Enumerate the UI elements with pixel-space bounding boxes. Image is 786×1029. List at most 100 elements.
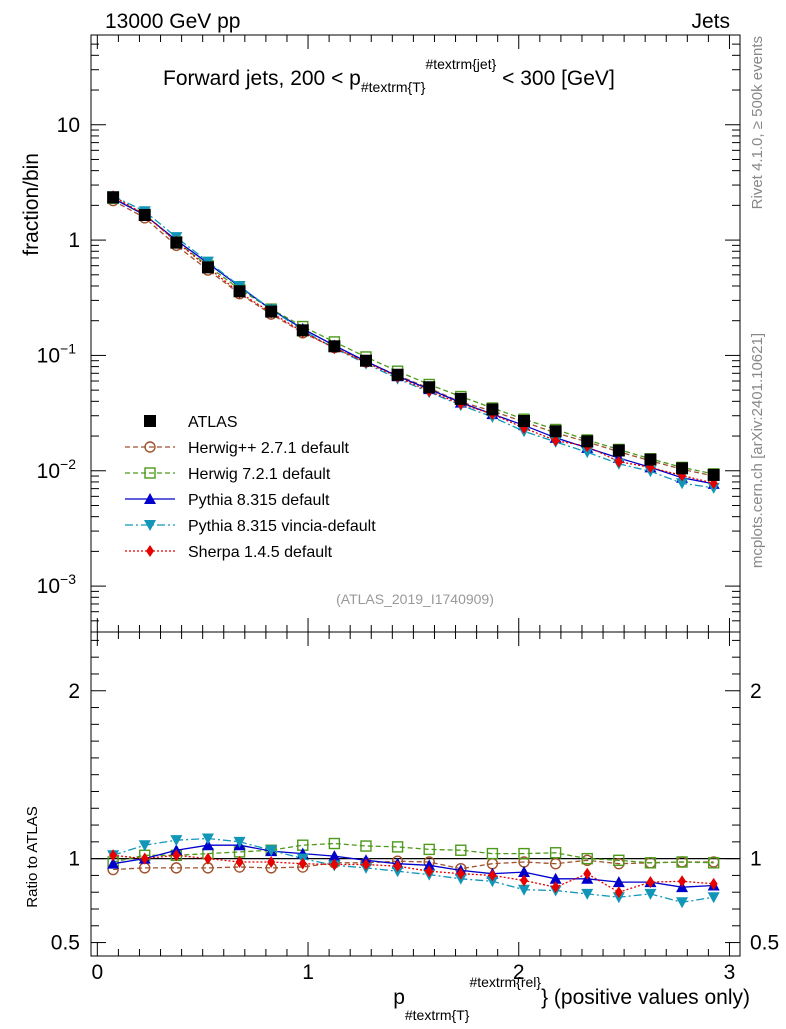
marker-triangle-down xyxy=(518,884,531,896)
series-herwigpp xyxy=(107,194,720,482)
marker-triangle-down xyxy=(201,833,214,845)
legend-entry-pythia: Pythia 8.315 default xyxy=(125,492,330,509)
main-title-sup: #textrm{jet} xyxy=(425,56,496,72)
marker-triangle-down xyxy=(707,892,720,904)
marker-square xyxy=(107,191,120,204)
legend: ATLAS Herwig++ 2.7.1 default Herwig 7.2.1 … xyxy=(125,414,376,561)
marker-open-square xyxy=(707,857,720,869)
marker-diamond xyxy=(520,874,529,887)
marker-open-square xyxy=(549,847,562,859)
y-tick-label: 10−2 xyxy=(37,456,77,483)
marker-open-square xyxy=(518,847,530,860)
marker-open-square xyxy=(144,467,156,479)
marker-square xyxy=(612,444,625,457)
y-tick-label: 10 xyxy=(57,114,80,137)
ratio-panel-ticks: 0.5 0.5 1 1 2 2 0 1 2 3 xyxy=(51,632,779,984)
x-tick-label: 0 xyxy=(91,961,103,984)
marker-diamond xyxy=(361,858,370,871)
ratio-line-vincia xyxy=(112,837,714,903)
marker-triangle-down xyxy=(138,840,151,852)
ratio-y-tick-label: 0.5 xyxy=(51,932,80,955)
marker-square xyxy=(144,415,156,427)
marker-diamond xyxy=(172,849,181,862)
marker-diamond xyxy=(456,867,465,880)
main-panel-frame xyxy=(90,34,741,633)
marker-triangle-down xyxy=(233,836,246,848)
marker-square xyxy=(265,305,278,318)
ratio-panel-frame xyxy=(90,631,741,957)
marker-diamond xyxy=(646,876,655,889)
main-title-pre: Forward jets, 200 < p xyxy=(163,67,361,90)
series-line-vincia xyxy=(112,195,714,489)
x-label-sup: #textrm{rel} xyxy=(469,974,541,990)
marker-square xyxy=(170,236,183,249)
marker-open-square xyxy=(391,841,404,853)
x-label-pre: p xyxy=(393,986,405,1009)
marker-triangle-up xyxy=(328,850,341,862)
marker-open-square xyxy=(423,843,435,856)
legend-entry-herwigpp: Herwig++ 2.7.1 default xyxy=(125,440,350,457)
ratio-ylabel: Ratio to ATLAS xyxy=(24,806,41,907)
marker-triangle-up xyxy=(518,866,531,878)
ratio-line-pythia xyxy=(112,844,714,888)
marker-diamond xyxy=(551,434,560,447)
marker-square xyxy=(296,324,309,337)
marker-diamond xyxy=(298,857,307,870)
main-title-post: < 300 [GeV] xyxy=(496,67,615,90)
mcplots-label: mcplots.cern.ch [arXiv:2401.10621] xyxy=(749,333,766,568)
ratio-y-tick-label-right: 1 xyxy=(750,848,762,871)
marker-diamond xyxy=(709,877,718,890)
marker-triangle-up xyxy=(107,857,120,869)
legend-label-pythia: Pythia 8.315 default xyxy=(188,492,330,509)
marker-square xyxy=(549,425,562,438)
legend-entry-vincia: Pythia 8.315 vincia-default xyxy=(125,518,376,535)
marker-open-square xyxy=(455,844,467,856)
marker-triangle-down xyxy=(265,845,278,857)
rivet-label: Rivet 4.1.0, ≥ 500k events xyxy=(749,36,766,209)
marker-square xyxy=(423,381,436,394)
series-atlas xyxy=(107,191,720,481)
marker-open-circle xyxy=(144,441,156,453)
legend-label-herwigpp: Herwig++ 2.7.1 default xyxy=(188,440,350,457)
marker-triangle-down xyxy=(581,888,594,900)
legend-entry-atlas: ATLAS xyxy=(144,414,238,431)
marker-diamond xyxy=(678,875,687,888)
legend-entry-herwig7: Herwig 7.2.1 default xyxy=(125,466,331,483)
x-label-post: } (positive values only) xyxy=(541,986,750,1009)
marker-diamond xyxy=(583,867,592,880)
marker-open-circle xyxy=(549,857,562,870)
main-panel-ticks: 10 1 10−1 10−2 10−3 xyxy=(37,34,740,633)
marker-square xyxy=(581,435,594,448)
ratio-series-pythia xyxy=(107,839,720,893)
x-axis-label: p#textrm{T} #textrm{rel}} (positive value… xyxy=(393,974,750,1023)
legend-entry-sherpa: Sherpa 1.4.5 default xyxy=(125,544,333,561)
ratio-y-tick-label: 1 xyxy=(68,848,80,871)
marker-diamond xyxy=(393,860,402,873)
marker-square xyxy=(359,354,372,367)
marker-square xyxy=(391,368,404,381)
marker-diamond xyxy=(203,852,212,865)
marker-square xyxy=(454,392,467,405)
marker-open-square xyxy=(613,854,625,867)
x-tick-label: 3 xyxy=(724,961,736,984)
marker-triangle-up xyxy=(549,872,562,884)
marker-triangle-up xyxy=(201,839,214,851)
marker-diamond xyxy=(614,886,623,899)
ratio-y-tick-label-right: 0.5 xyxy=(750,932,779,955)
legend-label-herwig7: Herwig 7.2.1 default xyxy=(188,466,331,483)
marker-open-square xyxy=(328,837,341,850)
marker-open-square xyxy=(486,847,499,860)
marker-diamond xyxy=(267,855,276,868)
marker-square xyxy=(138,209,151,222)
category-label: Jets xyxy=(691,10,730,33)
y-tick-label: 1 xyxy=(68,229,80,252)
marker-square xyxy=(518,415,531,428)
analysis-id: (ATLAS_2019_I1740909) xyxy=(336,591,494,607)
marker-square xyxy=(676,462,689,475)
marker-diamond xyxy=(614,455,623,468)
marker-triangle-up xyxy=(423,859,436,871)
marker-triangle-down xyxy=(170,835,183,847)
marker-open-circle xyxy=(170,862,183,874)
x-label-sub: #textrm{T} xyxy=(405,1007,470,1023)
